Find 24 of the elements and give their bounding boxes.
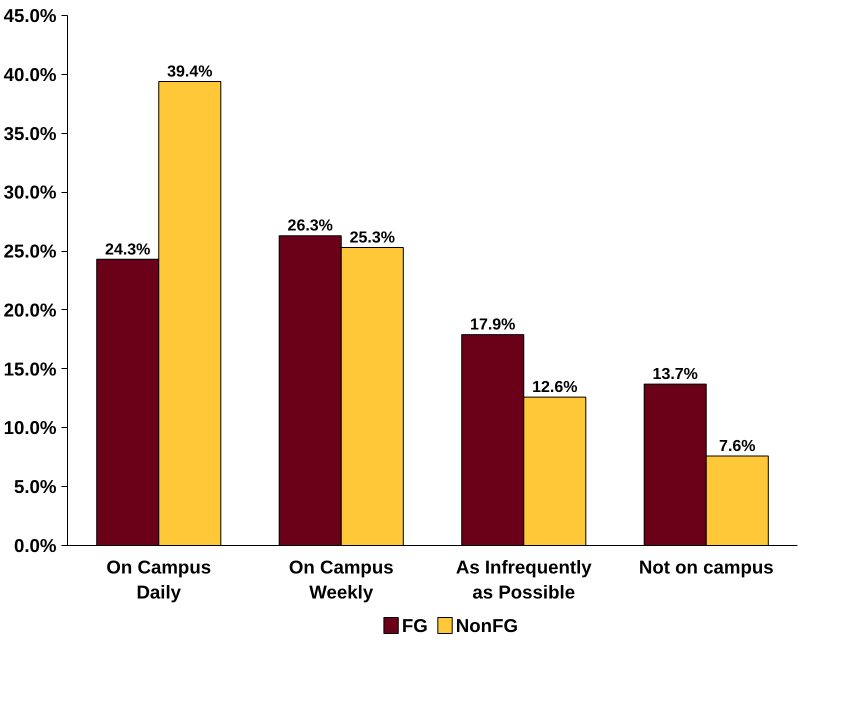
y-tick-label: 30.0% (4, 182, 57, 203)
x-tick-label: On Campus Daily (106, 556, 212, 603)
x-tick-label: Not on campus (638, 556, 774, 578)
data-label: 7.6% (719, 438, 756, 455)
y-tick-label: 35.0% (4, 122, 57, 144)
x-tick-label: As Infrequently as Possible (456, 556, 592, 603)
legend-label: FG (402, 615, 428, 636)
y-tick-label: 15.0% (4, 358, 57, 380)
y-tick-label: 20.0% (4, 299, 57, 320)
y-tick-label: 5.0% (14, 476, 57, 498)
data-label: 24.3% (105, 241, 150, 258)
data-label: 17.9% (470, 316, 516, 334)
y-tick-label: 10.0% (4, 417, 57, 438)
y-tick-label: 40.0% (4, 64, 57, 85)
data-label: 13.7% (652, 366, 698, 384)
data-label: 12.6% (532, 379, 578, 396)
x-tick-label: On Campus Weekly (288, 556, 394, 603)
data-label: 25.3% (350, 230, 395, 247)
legend-label: NonFG (456, 615, 518, 636)
data-label: 26.3% (288, 218, 333, 235)
y-tick-label: 25.0% (4, 240, 57, 262)
data-label: 39.4% (167, 63, 212, 80)
y-tick-label: 0.0% (14, 535, 57, 556)
y-tick-label: 45.0% (4, 5, 57, 26)
